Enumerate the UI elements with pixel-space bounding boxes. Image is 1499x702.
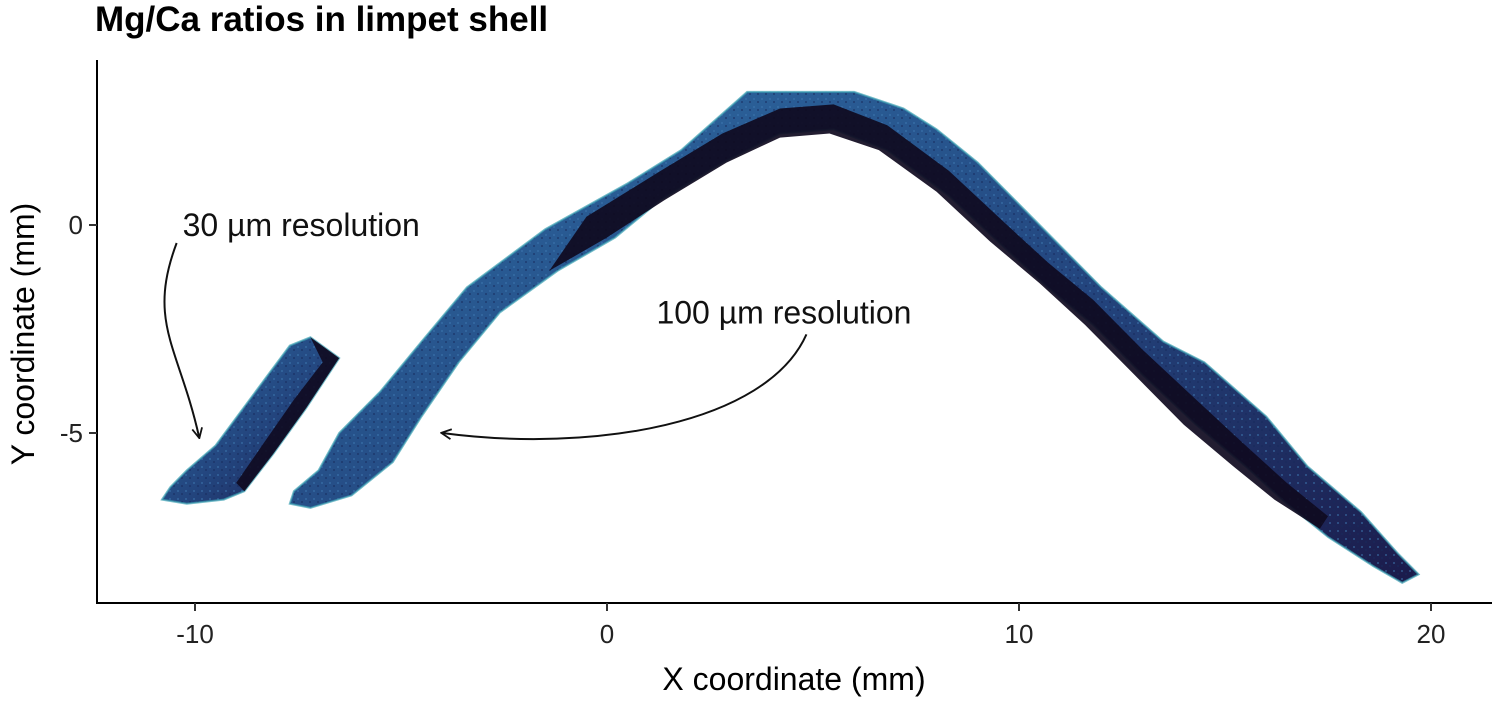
annotation-arrow — [442, 333, 808, 441]
region-texture — [162, 337, 340, 504]
heatmap-regions — [160, 90, 1421, 584]
region-low-ratio-band — [549, 104, 1328, 529]
annotations: 30 µm resolution 100 µm resolution — [163, 207, 911, 441]
region-texture — [289, 91, 1419, 583]
y-axis-title: Y coordinate (mm) — [5, 203, 41, 466]
x-tick-label: -10 — [176, 619, 214, 649]
axes: -10 0 10 20 0 -5 — [60, 60, 1492, 649]
x-axis-title: X coordinate (mm) — [662, 661, 925, 697]
y-tick-label: -5 — [60, 418, 83, 448]
x-tick-label: 10 — [1005, 619, 1034, 649]
annotation-label: 100 µm resolution — [656, 294, 911, 330]
region-30um-edge-band — [236, 337, 340, 492]
region-edge — [288, 90, 1421, 584]
chart-title: Mg/Ca ratios in limpet shell — [95, 0, 549, 39]
annotation-arrow — [163, 242, 199, 437]
x-tick-label: 20 — [1417, 619, 1446, 649]
annotation-label: 30 µm resolution — [183, 207, 420, 243]
region-100um — [288, 90, 1421, 584]
x-tick-label: 0 — [600, 619, 614, 649]
y-tick-label: 0 — [69, 210, 83, 240]
